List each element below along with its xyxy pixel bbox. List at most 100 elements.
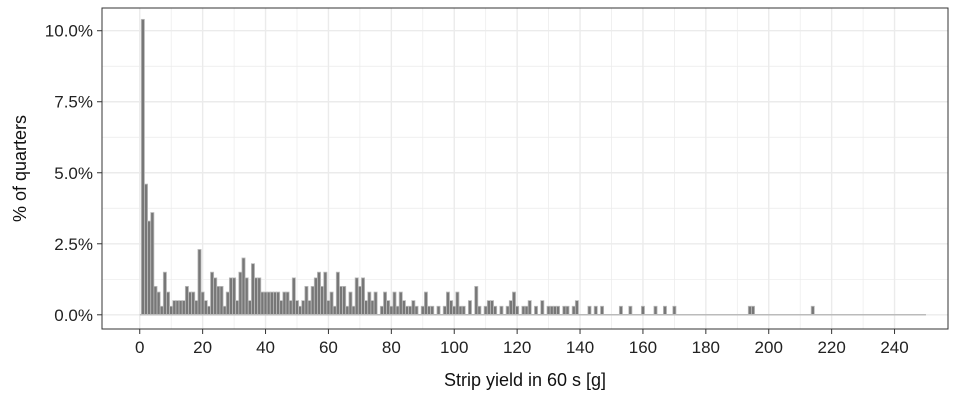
x-tick-label: 80 — [382, 338, 401, 357]
histogram-bar — [216, 285, 221, 316]
histogram-bar — [628, 305, 633, 316]
histogram-bar — [477, 305, 482, 316]
histogram-bar — [747, 305, 752, 316]
histogram-bar — [257, 277, 262, 316]
histogram-bar — [188, 291, 193, 316]
x-tick-label: 0 — [135, 338, 144, 357]
histogram-bar — [162, 271, 167, 316]
grid-lines — [102, 8, 948, 329]
histogram-bar — [285, 291, 290, 316]
histogram-bar — [260, 291, 265, 316]
histogram-bar — [436, 305, 441, 316]
histogram-bar — [540, 300, 545, 316]
histogram-bar — [269, 291, 274, 316]
histogram-bar — [546, 305, 551, 316]
histogram-bar — [521, 305, 526, 316]
histogram-bar — [225, 291, 230, 316]
histogram-bar — [184, 285, 189, 316]
histogram-bar — [175, 300, 180, 316]
histogram-bar — [556, 305, 560, 316]
histogram-bar — [254, 277, 259, 316]
histogram-bar — [600, 305, 605, 316]
histogram-bar — [640, 305, 645, 316]
y-tick-label: 5.0% — [54, 164, 93, 183]
histogram-bar — [263, 291, 268, 316]
histogram-bar — [172, 300, 177, 316]
histogram-bar — [210, 271, 215, 316]
y-axis: 0.0% 2.5% 5.0% 7.5% 10.0% — [45, 22, 102, 325]
histogram-bar — [493, 305, 498, 316]
histogram-bar — [405, 305, 410, 316]
histogram-bar — [474, 285, 479, 316]
histogram-bar — [751, 305, 755, 316]
histogram-bar — [534, 305, 538, 316]
y-tick-label: 10.0% — [45, 22, 93, 41]
histogram-bar — [348, 291, 353, 316]
histogram-bar — [304, 285, 309, 316]
histogram-bar — [662, 305, 667, 316]
x-tick-label: 160 — [629, 338, 657, 357]
histogram-bar — [232, 277, 237, 316]
histogram-bar — [342, 285, 347, 316]
histogram-bar — [552, 305, 557, 316]
histogram-bar — [508, 300, 513, 316]
histogram-bar — [295, 300, 299, 316]
histogram-bar — [389, 305, 394, 316]
histogram-bar — [144, 183, 149, 316]
histogram-bar — [320, 285, 325, 316]
histogram-bar — [335, 271, 340, 316]
histogram-bar — [313, 277, 318, 316]
histogram-bar — [565, 305, 570, 316]
x-tick-label: 140 — [566, 338, 594, 357]
histogram-bar — [332, 305, 337, 316]
histogram-bar — [339, 285, 343, 316]
histogram-bar — [524, 305, 529, 316]
histogram-bar — [392, 291, 397, 316]
histogram-bar — [178, 300, 183, 316]
histogram-bar — [203, 300, 208, 316]
y-tick-label: 2.5% — [54, 235, 93, 254]
histogram-bar — [401, 300, 406, 316]
histogram-bar — [206, 305, 211, 316]
x-tick-label: 120 — [503, 338, 531, 357]
histogram-bar — [571, 305, 576, 316]
histogram-bar — [672, 305, 677, 316]
histogram-bar — [364, 300, 369, 316]
histogram-bar — [505, 305, 510, 316]
histogram-bar — [527, 300, 532, 316]
histogram-bar — [423, 291, 428, 316]
histogram-bar — [373, 291, 378, 316]
histogram-bar — [357, 285, 362, 316]
x-tick-label: 220 — [817, 338, 845, 357]
histogram-bar — [307, 300, 312, 316]
histogram-bar — [250, 263, 255, 316]
histogram-bar — [458, 305, 463, 316]
histogram-bar — [549, 305, 554, 316]
histogram-bar — [147, 220, 152, 316]
x-tick-label: 240 — [880, 338, 908, 357]
histogram-bar — [442, 305, 447, 316]
histogram-bar — [653, 305, 658, 316]
histogram-bar — [445, 291, 450, 316]
y-tick-label: 7.5% — [54, 93, 93, 112]
histogram-bar — [452, 305, 457, 316]
histogram-bar — [153, 285, 158, 316]
histogram-bar — [197, 249, 202, 316]
histogram-bar — [238, 271, 243, 316]
histogram-bar — [191, 291, 196, 316]
histogram-bar — [301, 300, 306, 316]
histogram-bar — [486, 300, 491, 316]
histogram-bar — [282, 291, 287, 316]
histogram-bar — [159, 305, 164, 316]
histogram-bar — [587, 305, 592, 316]
x-tick-label: 40 — [256, 338, 275, 357]
histogram-bar — [618, 305, 623, 316]
histogram-bar — [140, 18, 145, 316]
histogram-bar — [512, 291, 516, 316]
histogram-bar — [562, 305, 567, 316]
histogram-bar — [235, 300, 240, 316]
histogram-bar — [219, 285, 224, 316]
histogram-bar — [276, 291, 281, 316]
histogram-bar — [200, 291, 205, 316]
histogram-bar — [461, 305, 466, 316]
